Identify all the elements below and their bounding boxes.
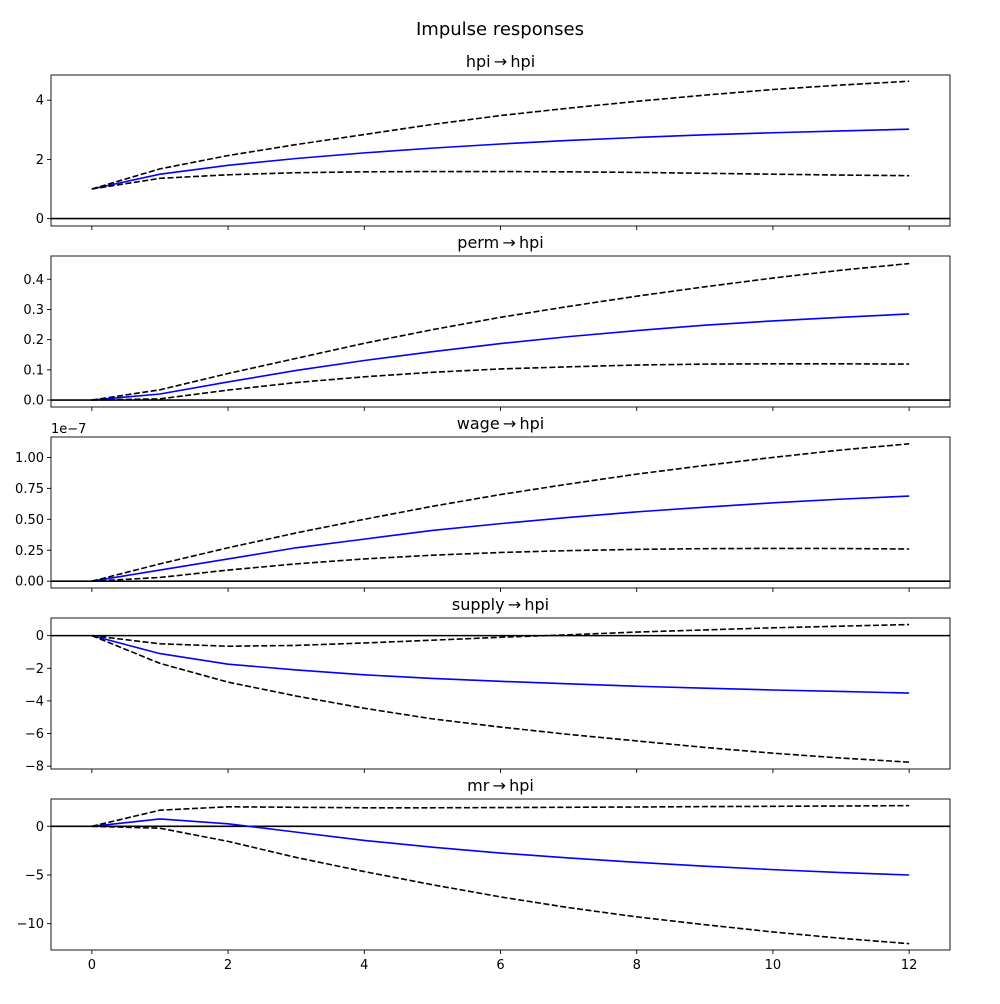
series-lower-band <box>91 825 910 945</box>
subplot-3: supply → hpi 0 −2 −4 −6 −8 <box>25 595 951 775</box>
subplot-title: supply → hpi <box>452 595 549 614</box>
x-tick-label: 4 <box>360 958 368 973</box>
x-tick-label: 0 <box>88 958 96 973</box>
axes-frame <box>50 798 951 951</box>
subplot-0: hpi → hpi 0 2 4 <box>36 52 951 230</box>
y-tick-label: 1.00 <box>15 451 44 466</box>
y-tick-label: 4 <box>36 94 44 109</box>
y-tick-label: 0.0 <box>23 394 44 409</box>
subplot-4: mr → hpi 0 −5 −10 0 2 4 6 8 10 12 <box>17 776 951 973</box>
y-tick-label: 0.2 <box>23 333 44 348</box>
y-tick-label: 0.4 <box>23 273 44 288</box>
series-upper-band <box>91 804 910 828</box>
figure-title: Impulse responses <box>416 19 584 40</box>
subplot-2: wage → hpi 0.00 0.25 0.50 0.75 1.00 1e−7 <box>15 414 951 592</box>
x-tick-label: 6 <box>496 958 504 973</box>
series-upper-band <box>91 443 910 582</box>
subplot-title: mr → hpi <box>467 776 534 795</box>
series-response <box>91 818 910 876</box>
series-response <box>91 634 910 694</box>
series-upper-band <box>91 623 910 648</box>
x-tick-label: 2 <box>224 958 232 973</box>
y-tick-label: 2 <box>36 153 44 168</box>
series-response <box>91 128 910 190</box>
axes-frame <box>50 617 951 770</box>
axes-frame <box>50 74 951 227</box>
y-tick-label: −10 <box>17 917 44 932</box>
y-tick-label: 0 <box>36 212 44 227</box>
x-tick-label: 10 <box>765 958 782 973</box>
x-tick-label: 8 <box>633 958 641 973</box>
series-upper-band <box>91 262 910 401</box>
y-tick-label: −2 <box>25 662 44 677</box>
y-tick-label: −5 <box>25 868 44 883</box>
y-tick-label: −6 <box>25 727 44 742</box>
subplot-title: wage → hpi <box>457 414 544 433</box>
y-tick-label: 0.1 <box>23 363 44 378</box>
x-tick-label: 12 <box>901 958 918 973</box>
y-tick-label: 0.50 <box>15 513 44 528</box>
y-tick-label: 0 <box>36 820 44 835</box>
series-response <box>91 313 910 401</box>
y-tick-label: 0.00 <box>15 575 44 590</box>
subplot-title: hpi → hpi <box>466 52 535 71</box>
series-upper-band <box>91 80 910 190</box>
series-lower-band <box>91 363 910 401</box>
y-tick-label: −4 <box>25 694 44 709</box>
y-tick-label: −8 <box>25 760 44 775</box>
y-offset-label: 1e−7 <box>51 422 86 437</box>
series-lower-band <box>91 634 910 763</box>
series-lower-band <box>91 170 910 190</box>
y-tick-label: 0.75 <box>15 482 44 497</box>
subplot-title: perm → hpi <box>457 233 543 252</box>
y-tick-label: 0.3 <box>23 303 44 318</box>
subplot-1: perm → hpi 0.0 0.1 0.2 0.3 0.4 <box>23 233 951 411</box>
series-lower-band <box>91 547 910 582</box>
subplot-panels: hpi → hpi 0 2 4 perm → hpi 0.0 0.1 0.2 0.3 0.4 wag… <box>15 52 951 973</box>
y-tick-label: 0 <box>36 629 44 644</box>
series-response <box>91 495 910 582</box>
y-tick-label: 0.25 <box>15 544 44 559</box>
